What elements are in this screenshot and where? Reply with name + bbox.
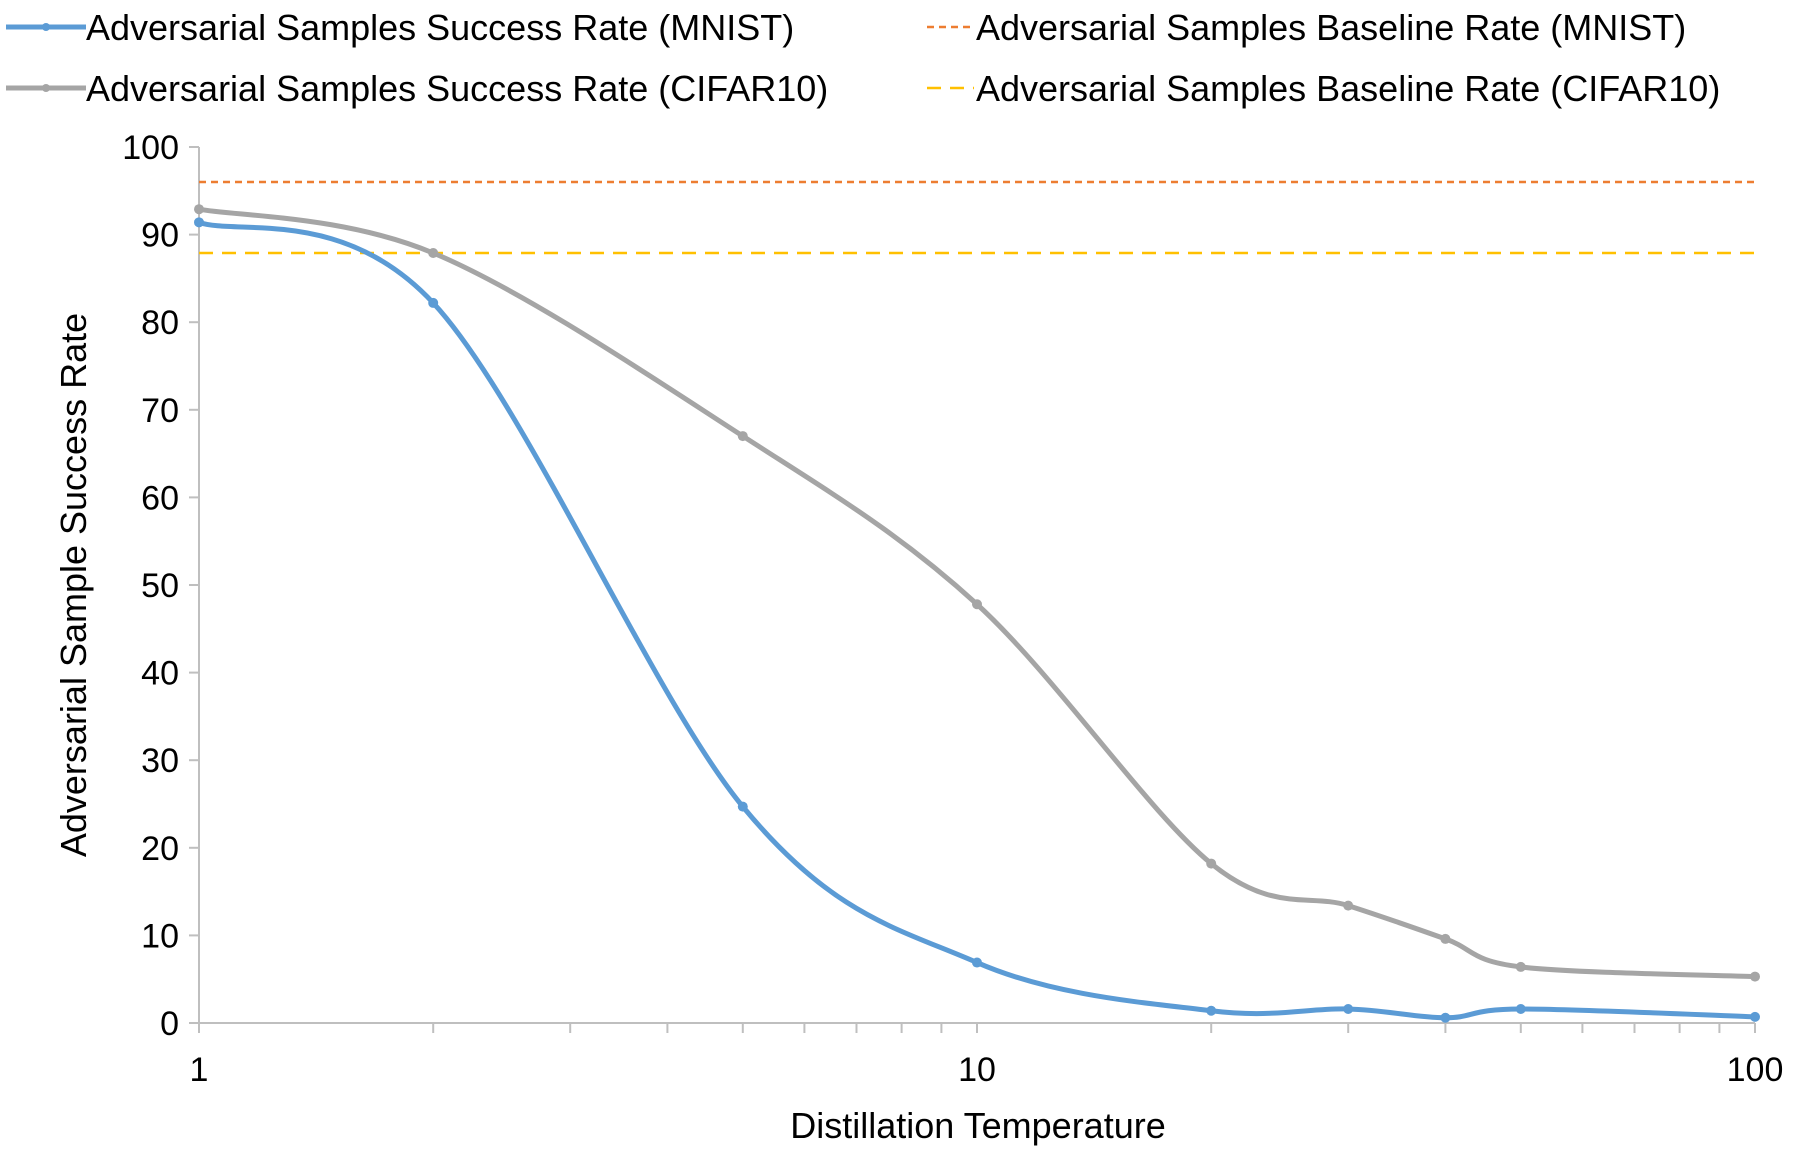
data-point xyxy=(1343,1003,1354,1014)
y-tick-label: 70 xyxy=(141,392,179,430)
y-tick-label: 30 xyxy=(141,742,179,780)
y-tick-label: 100 xyxy=(122,129,179,167)
legend-entry-mnist-baseline: Adversarial Samples Baseline Rate (MNIST… xyxy=(927,7,1686,48)
x-tick-label: 10 xyxy=(958,1051,996,1089)
legend-label-mnist-baseline: Adversarial Samples Baseline Rate (MNIST… xyxy=(976,7,1686,48)
x-tick-label: 100 xyxy=(1727,1051,1784,1089)
legend-label-cifar10-baseline: Adversarial Samples Baseline Rate (CIFAR… xyxy=(976,68,1720,109)
y-tick-label: 40 xyxy=(141,655,179,693)
legend-entry-mnist-success: Adversarial Samples Success Rate (MNIST) xyxy=(6,7,794,48)
data-point xyxy=(194,204,204,215)
series-line xyxy=(196,206,1758,980)
x-tick-label: 1 xyxy=(190,1051,209,1089)
series-line xyxy=(196,219,1758,1021)
data-point xyxy=(737,431,748,442)
y-tick-label: 60 xyxy=(141,479,179,517)
legend-label-mnist-success: Adversarial Samples Success Rate (MNIST) xyxy=(86,7,794,48)
data-point xyxy=(1206,858,1217,869)
y-tick-label: 50 xyxy=(141,567,179,605)
axes xyxy=(189,146,1756,1033)
data-point xyxy=(1515,961,1526,972)
y-tick-label: 0 xyxy=(160,1005,179,1043)
data-point xyxy=(972,599,982,610)
data-point xyxy=(1440,933,1451,944)
legend-label-cifar10-success: Adversarial Samples Success Rate (CIFAR1… xyxy=(86,68,828,109)
x-tick-labels: 1 10 100 xyxy=(190,1051,1784,1089)
y-axis-title: Adversarial Sample Success Rate xyxy=(53,313,94,857)
series-2 xyxy=(194,204,1760,982)
data-point xyxy=(428,297,439,308)
series-0 xyxy=(194,217,1760,1023)
data-point xyxy=(737,801,748,812)
data-point xyxy=(428,247,439,258)
y-tick-label: 80 xyxy=(141,304,179,342)
data-point xyxy=(1343,900,1354,911)
y-tick-label: 20 xyxy=(141,830,179,868)
data-point xyxy=(972,957,982,968)
data-point xyxy=(1515,1003,1526,1014)
legend-entry-cifar10-success: Adversarial Samples Success Rate (CIFAR1… xyxy=(6,68,828,109)
legend-marker-mnist-success xyxy=(42,23,50,31)
y-tick-label: 90 xyxy=(141,217,179,255)
data-point xyxy=(1206,1005,1217,1016)
data-point xyxy=(1750,1011,1760,1022)
y-tick-labels: 0 10 20 30 40 50 60 70 80 90 100 xyxy=(122,129,179,1043)
data-point xyxy=(1440,1012,1451,1023)
x-axis-title: Distillation Temperature xyxy=(790,1105,1166,1146)
y-tick-label: 10 xyxy=(141,917,179,955)
data-point xyxy=(1750,971,1760,982)
legend-marker-cifar10-success xyxy=(42,84,50,92)
legend: Adversarial Samples Success Rate (MNIST)… xyxy=(6,7,1720,109)
data-point xyxy=(194,217,204,228)
series-layer xyxy=(194,180,1760,1023)
legend-entry-cifar10-baseline: Adversarial Samples Baseline Rate (CIFAR… xyxy=(927,68,1720,109)
